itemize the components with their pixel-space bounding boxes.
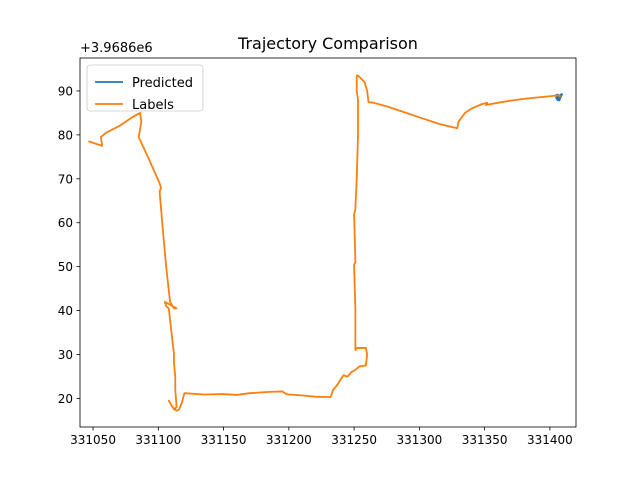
series-line-labels [88, 74, 562, 412]
x-tick-label: 331400 [527, 433, 573, 447]
chart-title: Trajectory Comparison [237, 34, 418, 53]
y-offset-label: +3.9686e6 [80, 41, 153, 56]
x-tick-label: 331350 [462, 433, 508, 447]
y-tick-label: 80 [58, 128, 73, 142]
y-tick-label: 70 [58, 172, 73, 186]
legend: Predicted Labels [86, 64, 204, 113]
axes: 331050 331100 331150 331200 331250 331300 3313… [58, 57, 577, 447]
y-tick-label: 40 [58, 304, 73, 318]
x-tick-label: 331300 [396, 433, 442, 447]
x-tick-label: 331100 [135, 433, 181, 447]
y-tick-label: 30 [58, 348, 73, 362]
legend-label-labels: Labels [132, 98, 174, 113]
y-tick-label: 50 [58, 260, 73, 274]
x-tick-label: 331150 [201, 433, 247, 447]
axes-frame [79, 57, 577, 428]
legend-label-predicted: Predicted [132, 76, 193, 91]
y-tick-label: 60 [58, 216, 73, 230]
x-tick-label: 331200 [266, 433, 312, 447]
y-tick-label: 90 [58, 84, 73, 98]
x-tick-label: 331250 [331, 433, 377, 447]
plot-area [88, 74, 563, 412]
y-tick-label: 20 [58, 392, 73, 406]
legend-box [86, 64, 204, 112]
x-tick-label: 331050 [70, 433, 116, 447]
